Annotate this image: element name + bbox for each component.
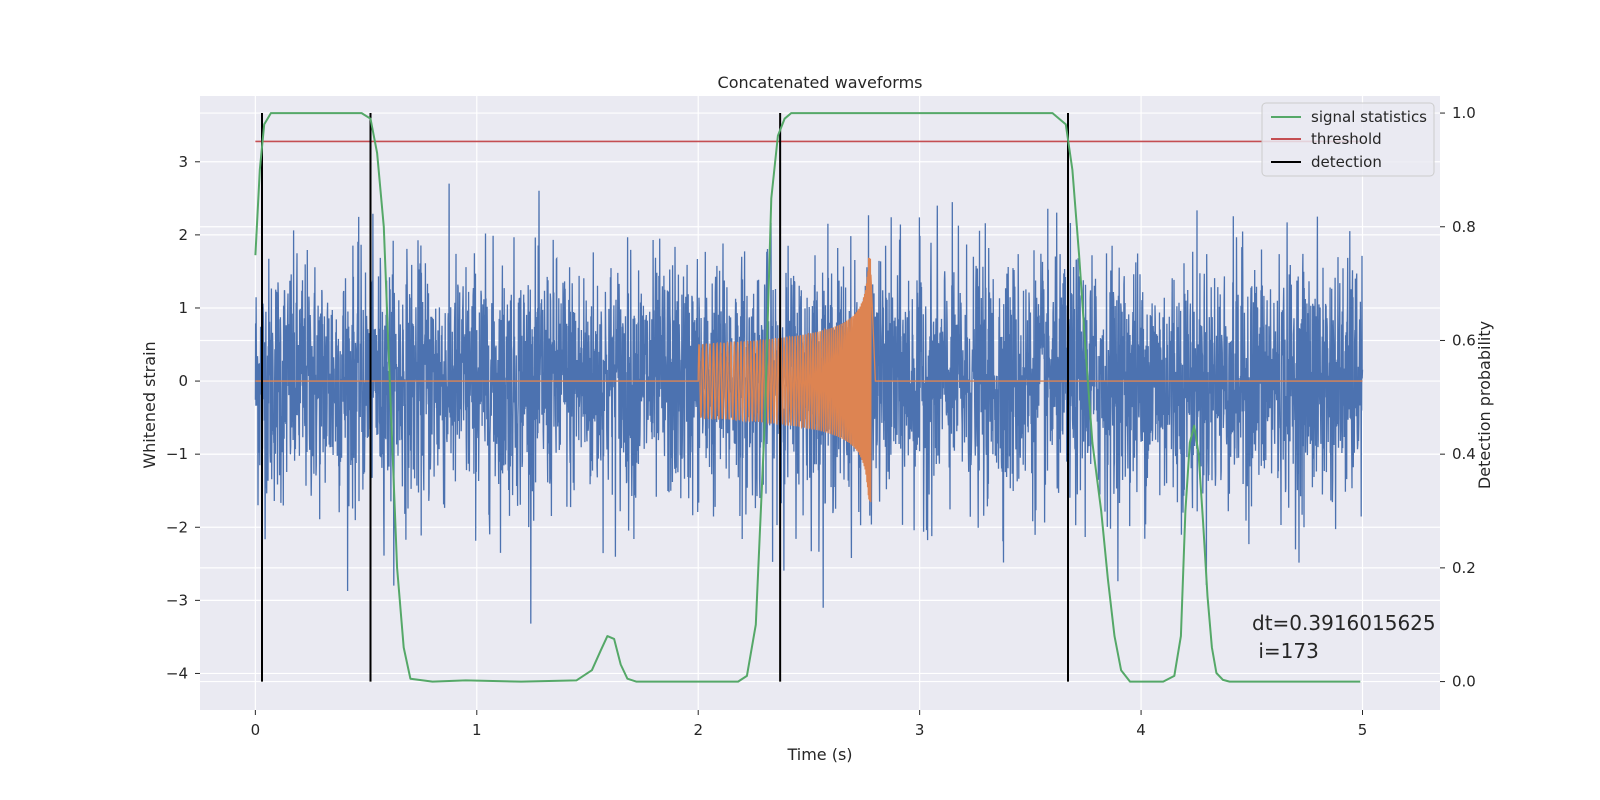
y-tick-label: 0 xyxy=(178,372,188,390)
legend: signal statistics threshold detection xyxy=(1261,102,1435,177)
y-tick-label: 1 xyxy=(178,299,188,317)
chart-title: Concatenated waveforms xyxy=(718,73,923,92)
legend-box xyxy=(1261,102,1435,177)
y-axis-label: Whitened strain xyxy=(140,341,159,468)
y2-tick-label: 1.0 xyxy=(1452,104,1476,122)
y2-tick-label: 0.0 xyxy=(1452,673,1476,691)
y-tick-label: −1 xyxy=(166,445,188,463)
waveform-line xyxy=(255,257,1363,503)
y2-tick-label: 0.8 xyxy=(1452,218,1476,236)
grid xyxy=(200,96,1440,710)
y-tick-label: −2 xyxy=(166,518,188,536)
legend-label-threshold: threshold xyxy=(1311,130,1382,148)
y-tick-label: −4 xyxy=(166,664,188,682)
legend-label-detection: detection xyxy=(1311,153,1382,171)
y2-axis-label: Detection probability xyxy=(1475,321,1494,489)
x-tick-label: 5 xyxy=(1358,721,1368,739)
y-tick-label: 2 xyxy=(178,226,188,244)
waveform-series xyxy=(255,257,1363,503)
x-tick-label: 4 xyxy=(1136,721,1146,739)
x-tick-label: 0 xyxy=(251,721,261,739)
x-tick-label: 2 xyxy=(693,721,703,739)
y2-tick-label: 0.2 xyxy=(1452,559,1476,577)
annotation-dt: dt=0.3916015625 xyxy=(1252,611,1436,635)
signal-statistics-line xyxy=(254,112,1361,683)
y2-tick-label: 0.4 xyxy=(1452,445,1476,463)
x-tick-label: 3 xyxy=(915,721,925,739)
y-tick-label: −3 xyxy=(166,591,188,609)
annotation-index: i=173 xyxy=(1252,639,1319,663)
signal-statistics-series xyxy=(254,112,1361,683)
legend-label-signal-statistics: signal statistics xyxy=(1311,108,1427,126)
tick-labels: 0 1 2 3 4 5 −4 −3 −2 −1 0 1 2 3 0.0 0.2 0.4 0.6 0.8 1.0 xyxy=(166,104,1476,739)
y2-tick-label: 0.6 xyxy=(1452,331,1476,349)
x-axis-label: Time (s) xyxy=(786,745,852,764)
x-tick-label: 1 xyxy=(472,721,482,739)
y-tick-label: 3 xyxy=(178,153,188,171)
